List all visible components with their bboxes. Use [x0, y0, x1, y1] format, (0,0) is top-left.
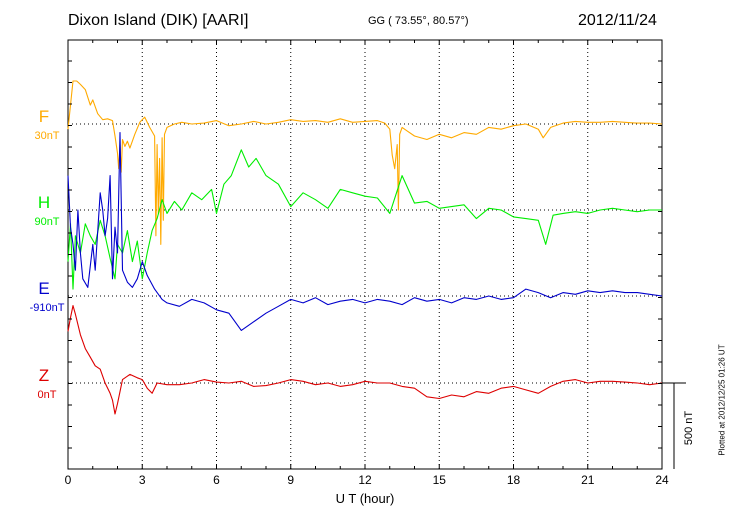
channel-baseline-z: 0nT [38, 389, 57, 401]
channel-labels: F 30nT H 90nT E -910nT Z 0nT [30, 107, 65, 401]
x-tick-label: 0 [65, 473, 72, 487]
series-line-h [67, 149, 662, 290]
plotted-at-note: Plotted at 2012/12/25 01:26 UT [717, 344, 727, 456]
station-coordinates: GG ( 73.55°, 80.57°) [368, 15, 469, 27]
series-lines [67, 80, 663, 415]
x-tick-label: 6 [213, 473, 220, 487]
station-title: Dixon Island (DIK) [AARI] [68, 12, 249, 29]
x-tick-label: 9 [287, 473, 294, 487]
x-tick-label: 21 [581, 473, 595, 487]
channel-baseline-h: 90nT [34, 216, 59, 228]
channel-baseline-f: 30nT [34, 130, 59, 142]
x-tick-label: 24 [655, 473, 669, 487]
channel-baseline-e: -910nT [30, 302, 65, 314]
x-axis-label: U T (hour) [336, 491, 395, 506]
channel-name-h: H [38, 193, 50, 212]
axis-ticks: 0 3 6 9 12 15 18 21 24 [65, 40, 669, 487]
channel-name-f: F [39, 107, 49, 126]
scale-bar: 500 nT [662, 382, 695, 469]
series-line-e [67, 132, 663, 331]
x-tick-label: 15 [433, 473, 447, 487]
grid-lines [68, 40, 662, 469]
channel-name-z: Z [39, 366, 49, 385]
series-line-z [67, 305, 663, 415]
channel-name-e: E [38, 279, 49, 298]
x-tick-label: 3 [139, 473, 146, 487]
scale-bar-label: 500 nT [683, 411, 695, 446]
x-tick-label: 18 [507, 473, 521, 487]
chart-date: 2012/11/24 [578, 12, 657, 29]
x-tick-label: 12 [358, 473, 372, 487]
